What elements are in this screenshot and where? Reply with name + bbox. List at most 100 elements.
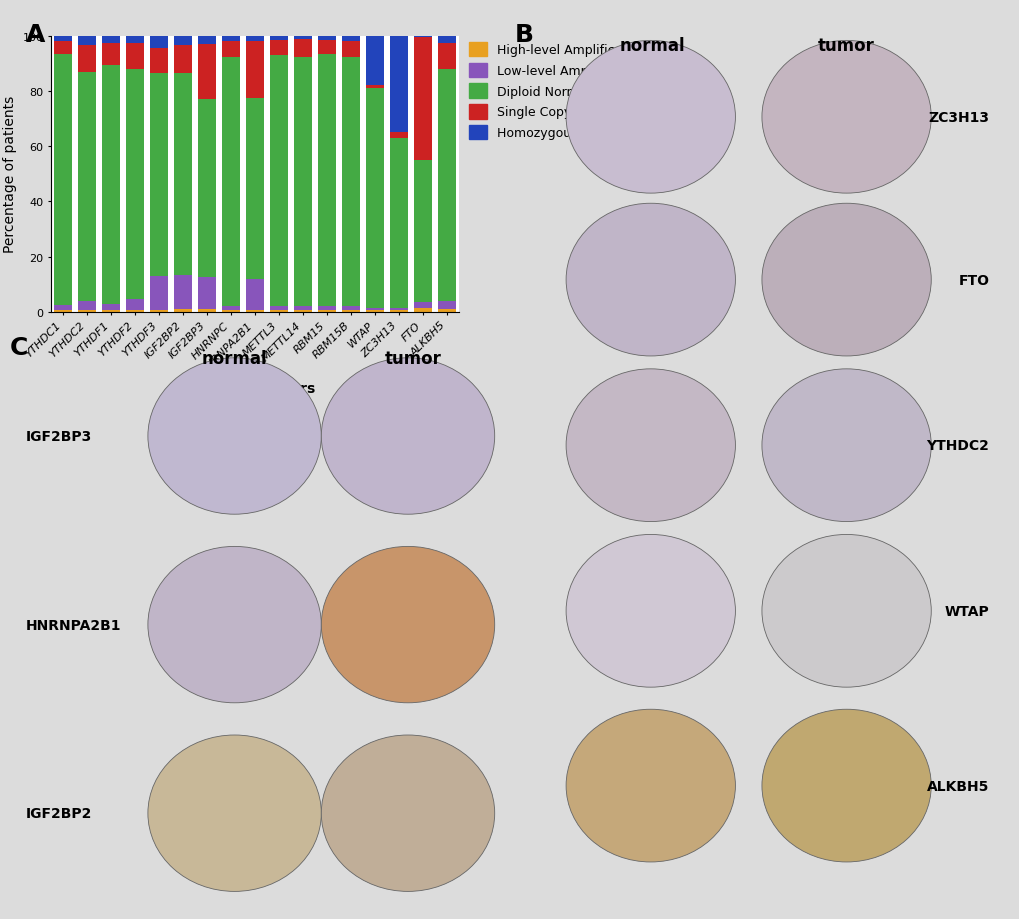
Text: HNRNPA2B1: HNRNPA2B1 (25, 618, 121, 632)
Bar (414, 37, 432, 38)
Bar (246, 37, 264, 42)
Bar (414, 161, 432, 303)
Bar (414, 308, 432, 312)
Bar (389, 133, 408, 139)
Bar (102, 66, 120, 304)
Bar (437, 301, 455, 310)
Bar (366, 86, 383, 89)
Bar (246, 42, 264, 98)
Text: ALKBH5: ALKBH5 (926, 778, 988, 793)
Bar (414, 303, 432, 308)
Bar (222, 311, 239, 312)
Bar (437, 70, 455, 301)
Bar (246, 311, 264, 312)
Bar (293, 307, 312, 311)
Bar (126, 70, 144, 300)
Bar (318, 307, 335, 311)
Bar (318, 37, 335, 40)
Bar (270, 311, 287, 312)
Bar (293, 37, 312, 40)
Bar (126, 37, 144, 43)
Bar (102, 304, 120, 311)
Bar (389, 308, 408, 311)
Bar (341, 311, 360, 312)
Bar (150, 74, 168, 277)
Bar (341, 307, 360, 311)
Bar (341, 57, 360, 307)
Bar (77, 301, 96, 311)
Bar (198, 278, 216, 310)
Text: C: C (10, 335, 29, 359)
Bar (77, 46, 96, 73)
Bar (341, 42, 360, 57)
Bar (389, 311, 408, 312)
Bar (318, 41, 335, 55)
Y-axis label: Percentage of patients: Percentage of patients (3, 96, 16, 253)
Bar (77, 37, 96, 46)
Text: WTAP: WTAP (944, 604, 988, 618)
Bar (102, 43, 120, 66)
Bar (318, 311, 335, 312)
Bar (126, 43, 144, 70)
Bar (54, 42, 72, 55)
Bar (246, 98, 264, 279)
Bar (246, 279, 264, 311)
Bar (222, 307, 239, 311)
Text: YTHDC2: YTHDC2 (925, 438, 988, 453)
Bar (198, 37, 216, 45)
Bar (270, 40, 287, 56)
Text: IGF2BP3: IGF2BP3 (25, 429, 92, 444)
Bar (174, 46, 192, 74)
Bar (150, 311, 168, 312)
Bar (366, 311, 383, 312)
Bar (174, 276, 192, 310)
Bar (389, 37, 408, 133)
Bar (270, 307, 287, 311)
Bar (366, 37, 383, 86)
Bar (150, 277, 168, 311)
Text: normal: normal (202, 349, 267, 368)
Bar (437, 310, 455, 312)
Bar (222, 57, 239, 307)
Bar (150, 49, 168, 74)
Bar (437, 37, 455, 43)
Bar (270, 56, 287, 307)
Bar (389, 139, 408, 308)
Text: tumor: tumor (384, 349, 441, 368)
Bar (437, 43, 455, 70)
Bar (54, 305, 72, 311)
Bar (341, 37, 360, 42)
Bar (293, 40, 312, 57)
Bar (198, 100, 216, 278)
Bar (222, 37, 239, 42)
Bar (150, 37, 168, 50)
Bar (414, 38, 432, 161)
Bar (126, 311, 144, 312)
Bar (77, 311, 96, 312)
Bar (174, 37, 192, 46)
Text: tumor: tumor (817, 37, 874, 55)
Bar (77, 73, 96, 301)
Text: IGF2BP2: IGF2BP2 (25, 806, 92, 821)
Legend: High-level Amplification, Low-level Amplification, Diploid Normal Copy, Single C: High-level Amplification, Low-level Ampl… (469, 43, 645, 140)
Text: FTO: FTO (958, 273, 988, 288)
Bar (126, 300, 144, 311)
Bar (293, 311, 312, 312)
Bar (54, 37, 72, 42)
Text: normal: normal (620, 37, 685, 55)
Bar (198, 310, 216, 312)
Text: B: B (515, 23, 534, 47)
Text: A: A (25, 23, 45, 47)
Bar (270, 37, 287, 40)
Bar (102, 37, 120, 43)
Bar (198, 45, 216, 100)
Bar (366, 308, 383, 311)
Bar (293, 57, 312, 307)
Bar (318, 55, 335, 307)
Bar (174, 310, 192, 312)
Bar (174, 74, 192, 276)
Bar (54, 311, 72, 312)
Bar (54, 55, 72, 305)
Bar (366, 89, 383, 308)
X-axis label: m6A regulators: m6A regulators (195, 381, 315, 395)
